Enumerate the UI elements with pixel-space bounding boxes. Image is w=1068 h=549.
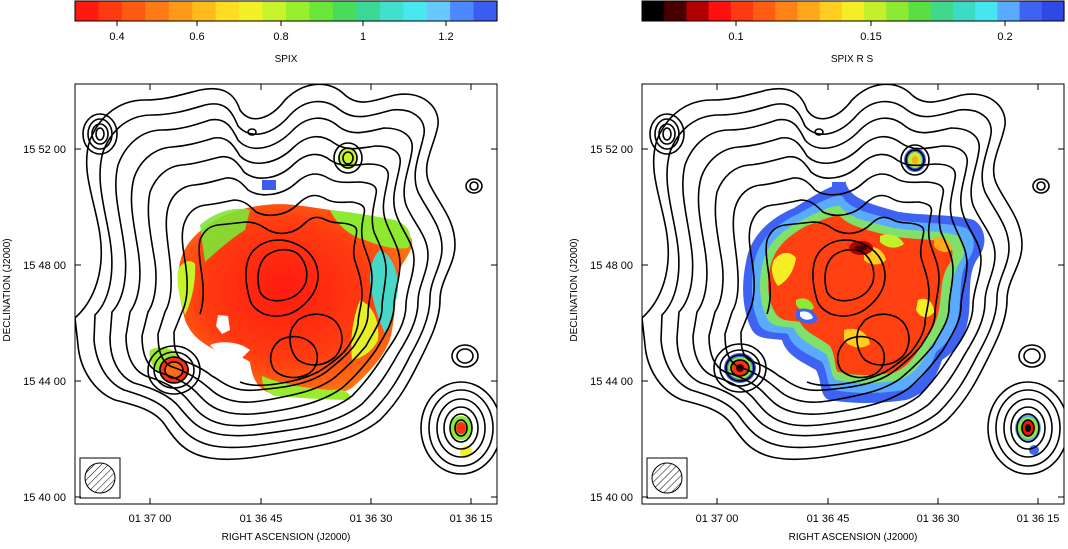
colorbar-swatch [192, 1, 217, 21]
colorbar-swatch [262, 1, 287, 21]
colorbar-swatch [664, 1, 688, 21]
colorbar-swatch [1041, 1, 1065, 21]
colorbar-swatch [403, 1, 428, 21]
colorbar-swatch [426, 1, 451, 21]
spix-rms-panel: 0.1 0.15 0.2 SPIX R S [534, 0, 1068, 549]
colorbar-swatch [286, 1, 311, 21]
colorbar-tick-label: 1.2 [438, 31, 453, 43]
colorbar-swatch [168, 1, 193, 21]
colorbar-swatch [215, 1, 240, 21]
y-tick-label: 15 40 00 [590, 492, 633, 504]
x-axis-title: RIGHT ASCENSION (J2000) [789, 532, 918, 543]
colorbar: 0.1 0.15 0.2 SPIX R S [641, 0, 1065, 65]
colorbar-swatch [753, 1, 776, 21]
colorbar-swatch [121, 1, 146, 21]
x-tick-label: 01 36 45 [807, 513, 850, 525]
colorbar-swatch [1019, 1, 1043, 21]
spix-rms-figure: 0.1 0.15 0.2 SPIX R S [569, 0, 1065, 543]
y-tick-label: 15 40 00 [23, 492, 66, 504]
x-tick-label: 01 36 30 [917, 513, 960, 525]
x-tick-label: 01 36 30 [350, 513, 393, 525]
colorbar-swatch [841, 1, 865, 21]
x-tick-label: 01 36 45 [240, 513, 283, 525]
spix-figure: 0.4 0.6 0.8 1 1.2 SPIX [2, 0, 498, 543]
x-axis-title: RIGHT ASCENSION (J2000) [222, 532, 351, 543]
colorbar-swatch [98, 1, 123, 21]
y-axis-title: DECLINATION (J2000) [2, 238, 13, 341]
x-tick-label: 01 37 00 [129, 513, 172, 525]
sky-image [641, 83, 1065, 505]
colorbar-swatch [309, 1, 334, 21]
colorbar-swatch [239, 1, 264, 21]
colorbar-swatch [473, 1, 498, 21]
beam-indicator [646, 457, 688, 499]
colorbar-tick-label: 1 [360, 31, 366, 43]
y-tick-label: 15 48 00 [590, 260, 633, 272]
colorbar-label: SPIX [275, 54, 298, 65]
colorbar-swatch [356, 1, 381, 21]
axis-ticks [75, 84, 497, 504]
x-tick-label: 01 37 00 [696, 513, 739, 525]
colorbar-swatch [930, 1, 954, 21]
colorbar: 0.4 0.6 0.8 1 1.2 SPIX [74, 0, 498, 65]
colorbar-swatch [886, 1, 910, 21]
colorbar-swatch [997, 1, 1021, 21]
y-tick-label: 15 44 00 [23, 376, 66, 388]
colorbar-tick-label: 0.2 [997, 31, 1012, 43]
colorbar-swatch [908, 1, 932, 21]
x-tick-label: 01 36 15 [450, 513, 493, 525]
colorbar-swatch [75, 1, 100, 21]
colorbar-swatch [686, 1, 710, 21]
colorbar-tick-label: 0.1 [728, 31, 743, 43]
colorbar-swatch [819, 1, 843, 21]
y-tick-label: 15 44 00 [590, 376, 633, 388]
radio-contours [642, 84, 1064, 475]
radio-contours [75, 84, 497, 475]
axis-ticks [642, 84, 1064, 504]
colorbar-swatch [332, 1, 357, 21]
y-axis-title: DECLINATION (J2000) [569, 238, 580, 341]
colorbar-swatch [730, 1, 754, 21]
colorbar-ticks [116, 21, 447, 26]
sky-image [74, 83, 498, 505]
spix-panel: 0.4 0.6 0.8 1 1.2 SPIX [2, 0, 498, 543]
colorbar-swatch [952, 1, 976, 21]
colorbar-swatch [145, 1, 170, 21]
colorbar-tick-label: 0.6 [189, 31, 204, 43]
colorbar-swatch [864, 1, 887, 21]
spectral-index-error-map [724, 148, 1041, 455]
colorbar-gradient [75, 1, 498, 21]
y-tick-label: 15 52 00 [23, 144, 66, 156]
y-tick-label: 15 52 00 [590, 144, 633, 156]
beam-indicator [79, 457, 121, 499]
colorbar-tick-label: 0.8 [273, 31, 288, 43]
colorbar-swatch [642, 1, 665, 21]
colorbar-swatch [379, 1, 404, 21]
colorbar-swatch [975, 1, 998, 21]
colorbar-swatch [775, 1, 799, 21]
colorbar-tick-label: 0.4 [109, 31, 124, 43]
colorbar-swatch [797, 1, 821, 21]
x-tick-label: 01 36 15 [1017, 513, 1060, 525]
colorbar-ticks [735, 21, 1006, 26]
colorbar-label: SPIX R S [831, 54, 874, 65]
colorbar-tick-label: 0.15 [860, 31, 881, 43]
y-tick-label: 15 48 00 [23, 260, 66, 272]
colorbar-swatch [450, 1, 475, 21]
colorbar-swatch [708, 1, 732, 21]
colorbar-gradient [642, 1, 1065, 21]
